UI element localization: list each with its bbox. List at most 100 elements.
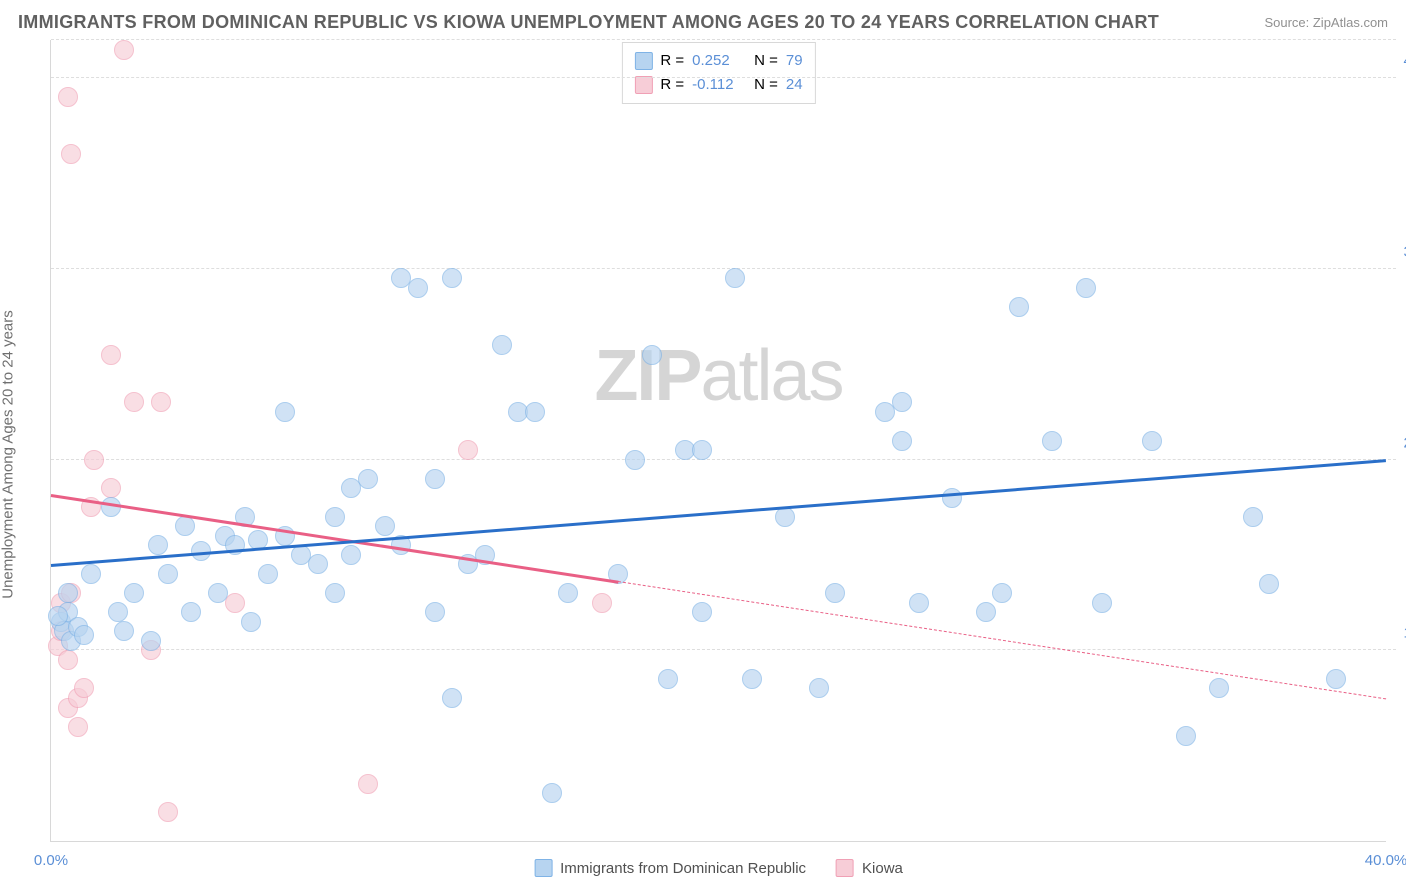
data-point	[725, 268, 745, 288]
data-point	[558, 583, 578, 603]
data-point	[58, 583, 78, 603]
data-point	[892, 392, 912, 412]
data-point	[542, 783, 562, 803]
data-point	[114, 621, 134, 641]
series-1-name: Immigrants from Dominican Republic	[560, 860, 806, 877]
data-point	[325, 507, 345, 527]
data-point	[101, 478, 121, 498]
data-point	[61, 144, 81, 164]
data-point	[825, 583, 845, 603]
data-point	[525, 402, 545, 422]
data-point	[892, 431, 912, 451]
data-point	[58, 650, 78, 670]
data-point	[592, 593, 612, 613]
data-point	[425, 602, 445, 622]
data-point	[458, 440, 478, 460]
data-point	[1142, 431, 1162, 451]
data-point	[809, 678, 829, 698]
gridline	[51, 77, 1396, 78]
x-tick-label: 0.0%	[34, 852, 68, 869]
data-point	[275, 402, 295, 422]
series-2-name: Kiowa	[862, 860, 903, 877]
data-point	[408, 278, 428, 298]
x-tick-label: 40.0%	[1365, 852, 1406, 869]
data-point	[992, 583, 1012, 603]
data-point	[1326, 669, 1346, 689]
data-point	[375, 516, 395, 536]
data-point	[1009, 297, 1029, 317]
data-point	[208, 583, 228, 603]
data-point	[101, 345, 121, 365]
data-point	[692, 440, 712, 460]
data-point	[158, 564, 178, 584]
data-point	[692, 602, 712, 622]
data-point	[101, 497, 121, 517]
legend-row-series-1: R = 0.252 N = 79	[634, 49, 802, 73]
data-point	[225, 593, 245, 613]
y-axis-label: Unemployment Among Ages 20 to 24 years	[0, 310, 17, 599]
data-point	[358, 469, 378, 489]
gridline	[51, 649, 1396, 650]
data-point	[1243, 507, 1263, 527]
data-point	[108, 602, 128, 622]
data-point	[241, 612, 261, 632]
swatch-series-1	[534, 859, 552, 877]
data-point	[942, 488, 962, 508]
data-point	[74, 625, 94, 645]
data-point	[1209, 678, 1229, 698]
gridline	[51, 459, 1396, 460]
data-point	[68, 717, 88, 737]
data-point	[308, 554, 328, 574]
gridline	[51, 268, 1396, 269]
data-point	[148, 535, 168, 555]
scatter-plot: ZIPatlas R = 0.252 N = 79 R = -0.112 N =…	[50, 40, 1386, 842]
data-point	[114, 40, 134, 60]
legend-item-series-1: Immigrants from Dominican Republic	[534, 859, 806, 877]
source-label: Source: ZipAtlas.com	[1264, 15, 1388, 30]
legend-item-series-2: Kiowa	[836, 859, 903, 877]
series-legend: Immigrants from Dominican Republic Kiowa	[534, 859, 903, 877]
correlation-legend: R = 0.252 N = 79 R = -0.112 N = 24	[621, 42, 815, 104]
chart-title: IMMIGRANTS FROM DOMINICAN REPUBLIC VS KI…	[18, 12, 1159, 33]
data-point	[1042, 431, 1062, 451]
data-point	[1176, 726, 1196, 746]
n-value-1: 79	[786, 49, 803, 73]
data-point	[442, 268, 462, 288]
data-point	[976, 602, 996, 622]
data-point	[1076, 278, 1096, 298]
data-point	[1259, 574, 1279, 594]
data-point	[74, 678, 94, 698]
swatch-series-1	[634, 52, 652, 70]
data-point	[341, 545, 361, 565]
data-point	[181, 602, 201, 622]
header: IMMIGRANTS FROM DOMINICAN REPUBLIC VS KI…	[18, 12, 1388, 33]
data-point	[58, 87, 78, 107]
data-point	[124, 392, 144, 412]
data-point	[325, 583, 345, 603]
data-point	[358, 774, 378, 794]
data-point	[909, 593, 929, 613]
r-value-1: 0.252	[692, 49, 746, 73]
data-point	[48, 606, 68, 626]
data-point	[492, 335, 512, 355]
data-point	[175, 516, 195, 536]
r-label: R =	[660, 49, 684, 73]
data-point	[742, 669, 762, 689]
data-point	[642, 345, 662, 365]
n-label: N =	[754, 49, 778, 73]
data-point	[425, 469, 445, 489]
gridline	[51, 39, 1396, 40]
data-point	[1092, 593, 1112, 613]
data-point	[141, 631, 161, 651]
data-point	[258, 564, 278, 584]
watermark: ZIPatlas	[594, 335, 842, 417]
data-point	[625, 450, 645, 470]
swatch-series-2	[634, 76, 652, 94]
data-point	[151, 392, 171, 412]
data-point	[158, 802, 178, 822]
data-point	[81, 564, 101, 584]
swatch-series-2	[836, 859, 854, 877]
data-point	[442, 688, 462, 708]
data-point	[84, 450, 104, 470]
data-point	[658, 669, 678, 689]
